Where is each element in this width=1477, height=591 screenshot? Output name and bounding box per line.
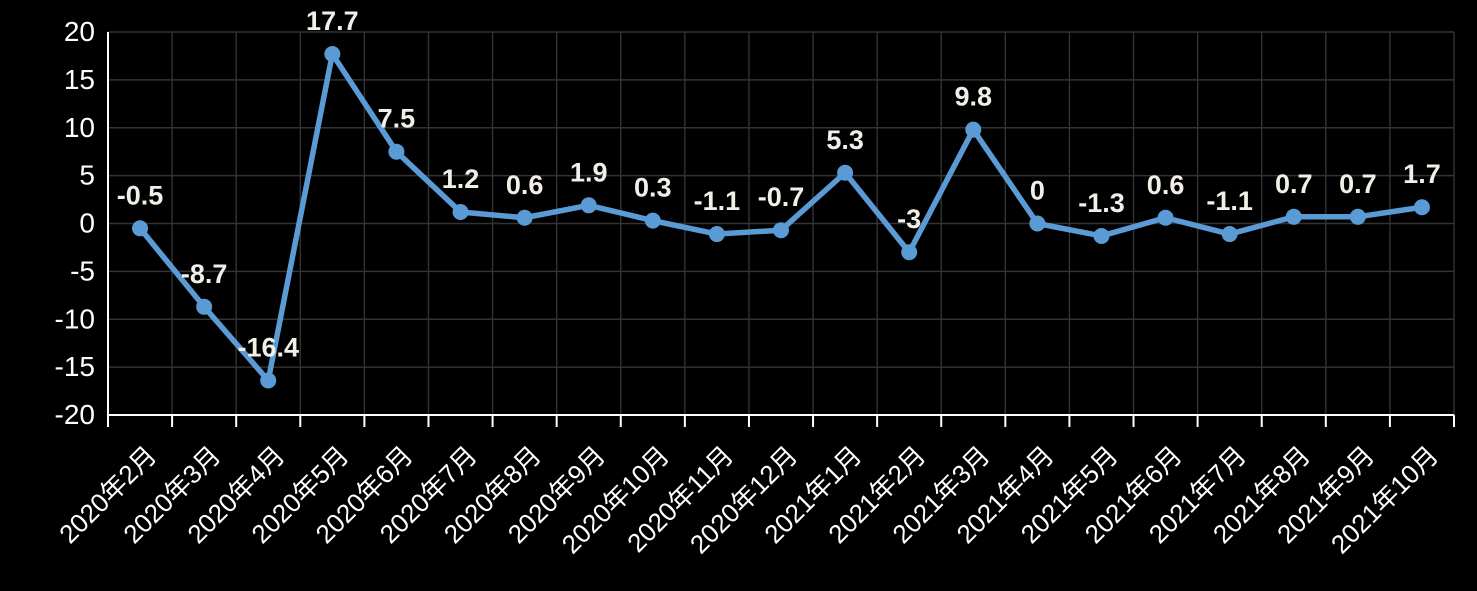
- data-point-marker: [388, 143, 405, 160]
- data-point-marker: [452, 204, 469, 221]
- data-point-marker: [580, 197, 597, 214]
- data-point-label: -1.1: [694, 186, 741, 216]
- x-tick-labels: 2020年2月2020年3月2020年4月2020年5月2020年6月2020年…: [53, 440, 1444, 559]
- data-point-marker: [644, 212, 661, 229]
- data-point-marker: [708, 226, 725, 243]
- data-point-label: 17.7: [306, 6, 359, 36]
- data-point-marker: [1157, 209, 1174, 226]
- data-point-label: 1.7: [1403, 159, 1441, 189]
- data-point-marker: [837, 164, 854, 181]
- y-tick-label: -20: [55, 399, 95, 430]
- y-tick-label: 15: [64, 64, 95, 95]
- data-point-marker: [901, 244, 918, 261]
- data-point-marker: [196, 298, 213, 315]
- data-point-label: 0: [1030, 176, 1045, 206]
- y-tick-label: -15: [55, 351, 95, 382]
- y-tick-label: 20: [64, 16, 95, 47]
- data-point-marker: [1029, 215, 1046, 232]
- data-point-marker: [1093, 227, 1110, 244]
- data-point-label: -1.1: [1206, 186, 1253, 216]
- data-point-label: 1.9: [570, 157, 608, 187]
- data-point-label: 0.7: [1275, 169, 1313, 199]
- series-line: [137, 51, 1425, 384]
- data-point-marker: [516, 209, 533, 226]
- data-point-marker: [1413, 199, 1430, 216]
- data-point-marker: [773, 222, 789, 239]
- data-point-label: -16.4: [237, 333, 299, 363]
- data-point-marker: [132, 220, 149, 237]
- y-tick-labels: 20 15 10 5 0 -5 -10 -15 -20: [55, 16, 95, 430]
- y-tick-label: 5: [79, 160, 95, 191]
- data-point-marker: [1349, 208, 1366, 225]
- data-point-marker: [965, 121, 982, 138]
- series-group: [132, 46, 1430, 389]
- axes: [107, 32, 1455, 427]
- data-point-marker: [260, 372, 277, 389]
- data-point-label: 0.6: [506, 170, 544, 200]
- data-point-label: -3: [897, 204, 921, 234]
- y-tick-label: 0: [79, 208, 95, 239]
- data-point-label: -8.7: [181, 259, 228, 289]
- data-point-marker: [1221, 226, 1238, 243]
- y-tick-label: -10: [55, 303, 95, 334]
- y-tick-label: 10: [64, 112, 95, 143]
- data-point-label: 0.7: [1339, 169, 1377, 199]
- data-point-label: -0.7: [758, 182, 805, 212]
- data-point-labels: -0.5 -8.7 -16.4 17.7 7.5 1.2 0.6 1.9 0.3 -1.1 -0.7…: [117, 6, 1441, 363]
- data-point-marker: [324, 46, 341, 63]
- data-point-marker: [1285, 208, 1302, 225]
- data-point-label: 0.3: [634, 173, 672, 203]
- data-point-label: 7.5: [378, 104, 416, 134]
- data-point-label: -0.5: [117, 180, 164, 210]
- data-point-label: 0.6: [1147, 170, 1185, 200]
- data-point-label: -1.3: [1078, 188, 1125, 218]
- data-point-label: 9.8: [955, 82, 993, 112]
- y-tick-label: -5: [70, 255, 95, 286]
- data-point-label: 5.3: [826, 125, 864, 155]
- data-point-label: 1.2: [442, 164, 480, 194]
